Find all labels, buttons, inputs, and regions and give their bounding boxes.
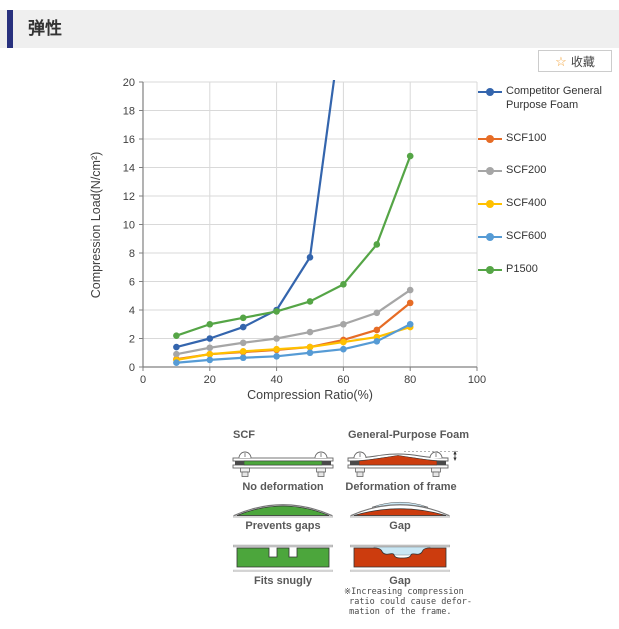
- legend-item: SCF200: [478, 164, 618, 178]
- svg-text:0: 0: [140, 374, 146, 386]
- legend-item: P1500: [478, 263, 618, 277]
- svg-text:100: 100: [468, 374, 486, 386]
- series-competitor-general-purpose-foam: [173, 80, 336, 351]
- header-accent-bar: [7, 10, 13, 48]
- legend-marker-icon: [478, 85, 502, 98]
- general-foam-frame-diagram: [347, 450, 458, 477]
- compression-load-chart: 0 20 40 60 80 100 0 2 4 6 8 10 12 14 16 18 20 Compressio…: [89, 77, 486, 402]
- y-axis-label: Compression Load(N/cm²): [89, 152, 103, 299]
- chart-series: [173, 80, 414, 367]
- series-scf200: [173, 286, 414, 358]
- series-p1500: [173, 152, 414, 339]
- chart-axes: [139, 81, 478, 371]
- legend-label: Competitor General Purpose Foam: [506, 85, 602, 111]
- legend-marker-icon: [478, 263, 502, 276]
- svg-text:8: 8: [129, 248, 135, 260]
- caption-prevents-gaps: Prevents gaps: [245, 520, 321, 532]
- general-foam-notched-block-diagram: [350, 544, 450, 572]
- scf-notched-block-diagram: [233, 544, 333, 572]
- svg-text:20: 20: [204, 374, 216, 386]
- svg-text:80: 80: [404, 374, 416, 386]
- footnote: ※Increasing compression ratio could caus…: [344, 587, 472, 617]
- page-title: 弹性: [28, 19, 62, 38]
- legend-label: SCF100: [506, 131, 547, 144]
- caption-deformation-of-frame: Deformation of frame: [345, 481, 457, 493]
- caption-fits-snugly: Fits snugly: [253, 575, 313, 587]
- svg-text:6: 6: [129, 277, 135, 289]
- diagram-header-general-foam: General-Purpose Foam: [348, 429, 470, 441]
- legend-item: SCF400: [478, 197, 618, 211]
- svg-text:12: 12: [123, 191, 135, 203]
- deformation-arrow-icon: [404, 450, 458, 461]
- general-foam-dome-diagram: [350, 501, 450, 518]
- legend-label: SCF400: [506, 197, 547, 209]
- svg-text:20: 20: [123, 77, 135, 89]
- legend-label: P1500: [506, 262, 538, 275]
- legend-marker-icon: [478, 230, 502, 243]
- star-icon: ☆: [555, 53, 567, 69]
- caption-block-gap: Gap: [389, 575, 411, 587]
- svg-text:16: 16: [123, 134, 135, 146]
- chart-tick-labels: 0 20 40 60 80 100 0 2 4 6 8 10 12 14 16 18 20: [123, 77, 486, 386]
- diagram-header-scf: SCF: [233, 429, 255, 441]
- svg-text:14: 14: [123, 163, 135, 175]
- chart-legend: Competitor General Purpose Foam SCF100 SCF…: [478, 85, 618, 295]
- chart-gridlines: [143, 81, 478, 367]
- scf-dome-diagram: [233, 504, 333, 518]
- legend-item: Competitor General Purpose Foam: [478, 85, 618, 113]
- legend-label: SCF200: [506, 164, 547, 177]
- svg-text:40: 40: [270, 374, 282, 386]
- legend-item: SCF100: [478, 132, 618, 146]
- legend-item: SCF600: [478, 230, 618, 244]
- caption-dome-gap: Gap: [389, 520, 411, 532]
- series-scf600: [173, 320, 414, 367]
- svg-text:18: 18: [123, 106, 135, 118]
- legend-marker-icon: [478, 132, 502, 145]
- legend-marker-icon: [478, 164, 502, 177]
- svg-text:10: 10: [123, 220, 135, 232]
- legend-marker-icon: [478, 197, 502, 210]
- caption-no-deformation: No deformation: [242, 481, 324, 493]
- svg-text:0: 0: [129, 362, 135, 374]
- favorite-label: 收藏: [570, 54, 595, 69]
- favorite-button[interactable]: ☆ 收藏: [538, 50, 612, 72]
- svg-text:4: 4: [129, 305, 135, 317]
- svg-text:60: 60: [337, 374, 349, 386]
- svg-text:2: 2: [129, 334, 135, 346]
- scf-frame-diagram: [232, 451, 334, 477]
- header-band: 弹性: [0, 10, 619, 48]
- x-axis-label: Compression Ratio(%): [247, 388, 373, 402]
- legend-label: SCF600: [506, 229, 547, 242]
